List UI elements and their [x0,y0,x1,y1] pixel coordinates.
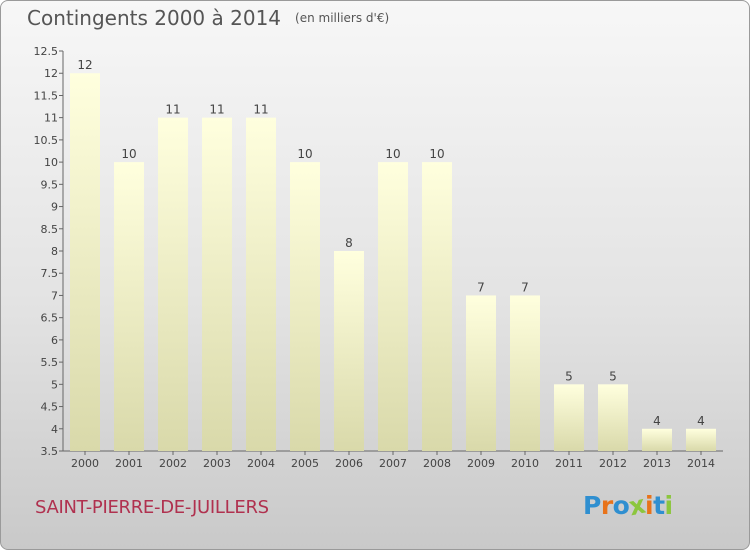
chart-subtitle: (en milliers d'€) [295,11,390,25]
logo-letter: i [645,491,654,520]
data-label: 5 [565,369,573,383]
y-tick-label: 9 [51,201,58,214]
y-tick-label: 4.5 [41,401,59,414]
x-tick-label: 2014 [687,457,715,470]
x-tick-label: 2000 [71,457,99,470]
bar [246,117,276,452]
x-tick-label: 2001 [115,457,143,470]
bar [158,117,188,452]
logo-letter: r [600,491,613,520]
logo-letter: P [583,491,601,520]
data-labels: 12 10 11 11 11 10 8 10 10 7 7 5 5 4 4 [77,58,704,428]
y-tick-label: 11 [44,112,58,125]
data-label: 10 [385,147,400,161]
bar [202,117,232,452]
bar [510,295,540,451]
x-tick-label: 2005 [291,457,319,470]
data-label: 10 [297,147,312,161]
proxiti-logo[interactable]: Proxiti [583,490,674,522]
y-axis: 3.5 4 4.5 5 5.5 6 6.5 7 7.5 8 8.5 9 9.5 10 10.5 11 11.5 1… [34,45,64,458]
x-axis: 2000 2001 2002 2003 2004 2005 2006 2007 2008 2009… [63,450,723,470]
y-tick-label: 9.5 [41,178,59,191]
bar [554,384,584,451]
x-tick-label: 2013 [643,457,671,470]
bar [378,162,408,451]
bar [290,162,320,451]
y-tick-label: 8.5 [41,223,59,236]
data-label: 7 [477,280,485,294]
data-label: 4 [697,414,705,428]
x-tick-label: 2011 [555,457,583,470]
town-name: SAINT-PIERRE-DE-JUILLERS [35,497,269,518]
bar [686,428,716,451]
y-tick-label: 6 [51,334,58,347]
bar [70,73,100,451]
y-tick-label: 7 [51,289,58,302]
data-label: 7 [521,280,529,294]
y-tick-label: 5.5 [41,356,59,369]
logo-letter: i [664,491,674,520]
y-tick-label: 6.5 [41,312,59,325]
y-tick-label: 4 [51,423,58,436]
y-tick-label: 10 [44,156,58,169]
chart-title-text: Contingents 2000 à 2014 [27,6,282,30]
bar [334,251,364,451]
x-tick-label: 2012 [599,457,627,470]
y-tick-label: 11.5 [34,89,59,102]
data-label: 10 [121,147,136,161]
bar [598,384,628,451]
chart-title: Contingents 2000 à 2014 (en milliers d'€) [27,6,389,30]
x-tick-label: 2010 [511,457,539,470]
data-label: 5 [609,369,617,383]
x-tick-label: 2009 [467,457,495,470]
y-tick-label: 7.5 [41,267,59,280]
bar [466,295,496,451]
y-tick-label: 12 [44,67,58,80]
bars [70,73,716,452]
bar [422,162,452,451]
data-label: 11 [165,103,180,117]
y-tick-label: 12.5 [34,45,59,58]
data-label: 11 [209,103,224,117]
y-tick-label: 5 [51,378,58,391]
x-tick-label: 2008 [423,457,451,470]
x-tick-label: 2004 [247,457,275,470]
y-tick-label: 8 [51,245,58,258]
logo-letter: t [653,491,665,520]
data-label: 10 [429,147,444,161]
x-tick-label: 2003 [203,457,231,470]
bar [114,162,144,451]
x-tick-label: 2006 [335,457,363,470]
x-tick-label: 2002 [159,457,187,470]
y-tick-label: 10.5 [34,134,59,147]
data-label: 4 [653,414,661,428]
data-label: 12 [77,58,92,72]
data-label: 8 [345,236,353,250]
bar [642,428,672,451]
data-label: 11 [253,103,268,117]
y-tick-label: 3.5 [41,445,59,458]
x-tick-label: 2007 [379,457,407,470]
logo-letter: o [612,491,630,520]
